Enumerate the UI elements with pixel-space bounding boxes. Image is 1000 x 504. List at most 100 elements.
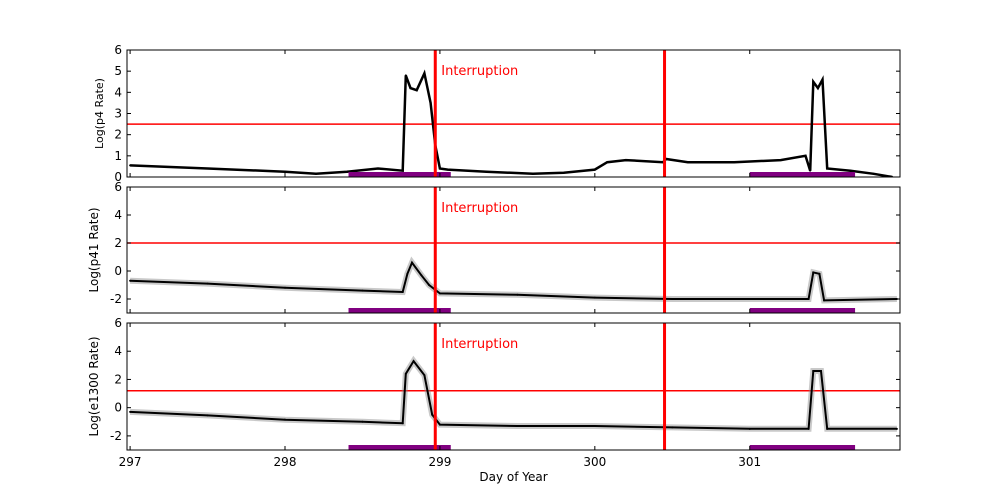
y-tick-label: 2 <box>114 372 122 386</box>
data-point <box>401 291 404 293</box>
y-tick-label: 2 <box>114 128 122 142</box>
data-point <box>849 169 852 172</box>
data-scatter-band <box>129 355 897 432</box>
data-point <box>826 167 829 170</box>
data-point <box>671 298 674 300</box>
data-point <box>401 422 404 425</box>
interval-bar <box>749 445 856 450</box>
data-point <box>531 172 534 175</box>
y-tick-label: 4 <box>114 85 122 99</box>
data-point <box>423 374 426 377</box>
interval-bar <box>749 308 856 313</box>
y-tick-label: -2 <box>110 292 122 306</box>
x-tick-label: 299 <box>428 455 451 469</box>
interval-bar <box>348 308 451 313</box>
data-point <box>129 279 132 282</box>
data-point <box>412 360 415 363</box>
data-point <box>812 271 815 274</box>
data-point <box>807 298 810 300</box>
x-tick-label: 297 <box>119 455 142 469</box>
interval-bar <box>749 172 856 177</box>
data-point <box>818 272 821 275</box>
data-point <box>284 418 287 421</box>
data-point <box>206 282 209 285</box>
data-point <box>438 423 441 426</box>
interruption-label: Interruption <box>441 201 518 216</box>
panel-3: Interruption -2 0 2 4 6 Log(e1300 Rate) <box>87 316 901 451</box>
data-point <box>516 425 519 428</box>
data-point <box>428 284 431 286</box>
x-tick-label: 298 <box>274 455 297 469</box>
data-point <box>404 372 407 375</box>
data-point <box>438 292 441 295</box>
data-point <box>206 167 209 170</box>
data-point <box>804 154 807 157</box>
y-tick-label: 5 <box>114 64 122 78</box>
data-point <box>812 80 815 83</box>
x-tick-label: 301 <box>738 455 761 469</box>
data-point <box>895 427 898 430</box>
data-point <box>872 172 875 175</box>
x-tick-label: 300 <box>583 455 606 469</box>
y-axis-label: Log(e1300 Rate) <box>87 336 101 436</box>
data-point <box>284 286 287 289</box>
y-tick-label: 4 <box>114 344 122 358</box>
interruption-label: Interruption <box>441 64 518 79</box>
data-point <box>361 289 364 292</box>
data-point <box>438 167 441 170</box>
data-point <box>129 410 132 413</box>
panel-2: Interruption -2 0 2 4 6 Log(p41 Rate) <box>87 180 901 314</box>
data-point <box>823 299 826 302</box>
data-series <box>130 69 893 177</box>
data-point <box>415 89 418 92</box>
y-tick-label: 1 <box>114 149 122 163</box>
data-point <box>423 72 426 75</box>
data-point <box>593 168 596 171</box>
data-point <box>314 172 317 175</box>
y-tick-label: 0 <box>114 170 122 184</box>
interval-bar <box>348 445 451 450</box>
data-point <box>446 168 449 171</box>
y-tick-label: 3 <box>114 107 122 121</box>
data-point <box>485 170 488 173</box>
plot-frame <box>126 186 901 314</box>
data-point <box>284 170 287 173</box>
data-point <box>826 427 829 430</box>
data-point <box>606 161 609 164</box>
y-tick-label: 6 <box>114 180 122 194</box>
data-point <box>404 74 407 77</box>
data-point <box>671 426 674 429</box>
y-tick-label: 0 <box>114 401 122 415</box>
data-point <box>748 298 751 300</box>
interruption-label: Interruption <box>441 337 518 352</box>
data-point <box>361 420 364 423</box>
data-point <box>812 369 815 372</box>
y-axis-label: Log(p41 Rate) <box>87 207 101 292</box>
y-tick-label: 6 <box>114 43 122 57</box>
data-point <box>819 369 822 372</box>
data-point <box>345 170 348 173</box>
plot-frame <box>126 322 901 451</box>
data-point <box>624 159 627 162</box>
data-point <box>593 296 596 299</box>
y-tick-label: 4 <box>114 208 122 222</box>
data-point <box>748 427 751 430</box>
data-point <box>686 161 689 164</box>
interval-bar <box>348 172 451 177</box>
panel-1: Interruption 0 1 2 3 4 5 6 Log(p4 Rate) <box>93 43 901 184</box>
data-point <box>779 159 782 162</box>
data-point <box>816 87 819 90</box>
data-point <box>593 425 596 428</box>
data-point <box>376 167 379 170</box>
data-point <box>821 78 824 81</box>
data-point <box>429 101 432 104</box>
data-point <box>516 293 519 296</box>
data-point <box>409 87 412 90</box>
y-tick-label: -2 <box>110 429 122 443</box>
data-point <box>431 413 434 416</box>
data-point <box>406 272 409 275</box>
data-point <box>129 164 132 167</box>
data-point <box>807 427 810 430</box>
